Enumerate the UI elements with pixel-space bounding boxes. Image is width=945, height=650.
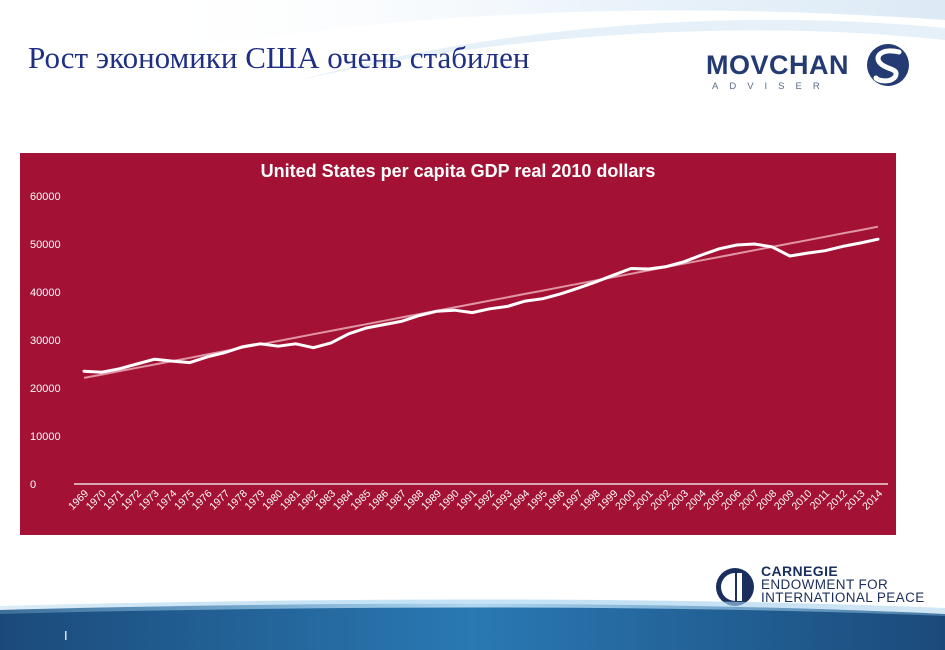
- carnegie-line-2: ENDOWMENT FOR: [761, 577, 889, 592]
- carnegie-line-1: CARNEGIE: [761, 563, 839, 579]
- series-line: [82, 237, 880, 374]
- carnegie-logo: CARNEGIE ENDOWMENT FOR INTERNATIONAL PEA…: [715, 563, 925, 611]
- slide-title: Рост экономики США очень стабилен: [28, 40, 530, 75]
- movchan-logo-sub: ADVISER: [712, 81, 831, 92]
- trend-line: [83, 225, 879, 379]
- carnegie-emblem-icon: [716, 568, 754, 606]
- movchan-logo-word: MOVCHAN: [706, 50, 849, 80]
- page-marker: I: [64, 628, 68, 643]
- movchan-adviser-logo: MOVCHAN ADVISER: [706, 44, 909, 92]
- gdp-chart: United States per capita GDP real 2010 d…: [20, 153, 896, 535]
- y-tick-label: 0: [30, 479, 36, 491]
- carnegie-line-3: INTERNATIONAL PEACE: [761, 590, 925, 605]
- y-tick-label: 20000: [30, 383, 61, 395]
- x-tick-label: 2014: [860, 488, 885, 513]
- y-tick-label: 30000: [30, 335, 61, 347]
- y-tick-label: 50000: [30, 239, 61, 251]
- y-tick-label: 40000: [30, 287, 61, 299]
- footer-band: [0, 599, 945, 650]
- gdp-chart-svg: United States per capita GDP real 2010 d…: [30, 161, 888, 513]
- y-tick-label: 10000: [30, 431, 61, 443]
- y-tick-label: 60000: [30, 191, 61, 203]
- header-swoosh: [120, 0, 945, 80]
- chart-title: United States per capita GDP real 2010 d…: [261, 161, 656, 181]
